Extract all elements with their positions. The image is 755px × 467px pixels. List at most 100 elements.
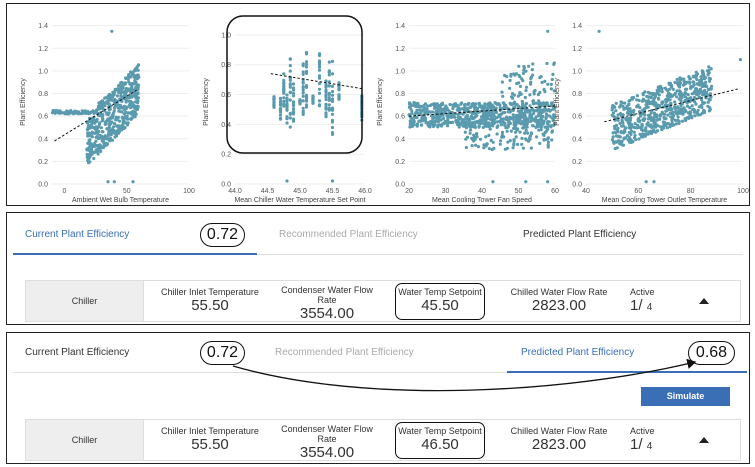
scatter-point <box>89 142 93 146</box>
scatter-point <box>678 94 683 98</box>
metric-label: Water Temp Setpoint <box>398 287 482 297</box>
scatter-point <box>508 115 512 120</box>
y-tick-label: 0.8 <box>572 91 582 98</box>
scatter-point <box>408 102 413 106</box>
collapse-caret-icon[interactable] <box>699 298 709 304</box>
y-tick-label: 0.6 <box>572 114 582 121</box>
scatter-points <box>597 29 743 184</box>
scatter-point <box>100 99 105 103</box>
scatter-point <box>490 121 494 125</box>
metric-chiller-inlet-temperature: Chiller Inlet Temperature 55.50 <box>154 426 266 453</box>
scatter-point <box>101 146 105 150</box>
scatter-point <box>131 82 135 86</box>
metric-water-temp-setpoint[interactable]: Water Temp Setpoint 46.50 <box>396 426 484 453</box>
scatter-point <box>642 117 646 121</box>
scatter-point <box>613 105 617 109</box>
scatter-point <box>546 29 550 33</box>
scatter-point <box>282 78 286 82</box>
tab-current-plant-efficiency[interactable]: Current Plant Efficiency <box>25 347 130 358</box>
scatter-point <box>103 104 107 108</box>
scatter-point <box>643 90 647 94</box>
scatter-point <box>124 90 128 95</box>
scatter-point <box>530 124 535 128</box>
scatter-point <box>665 126 670 130</box>
scatter-point <box>470 144 474 148</box>
scatter-point <box>691 84 695 88</box>
scatter-point <box>627 123 632 127</box>
scatter-point <box>304 69 309 73</box>
scatter-point <box>709 67 713 71</box>
scatter-point <box>612 115 616 119</box>
scatter-point <box>301 80 305 84</box>
metric-chiller-inlet-temperature: Chiller Inlet Temperature 55.50 <box>154 287 266 314</box>
scatter-point <box>681 83 686 87</box>
scatter-point <box>649 111 653 115</box>
x-tick-label: 0 <box>63 188 67 195</box>
scatter-point <box>330 93 335 97</box>
scatter-point <box>282 99 286 103</box>
scatter-point <box>520 110 524 114</box>
y-axis-label: Plant Efficiency <box>377 78 384 126</box>
scatter-point <box>432 106 437 110</box>
scatter-point <box>640 123 644 127</box>
scatter-point <box>514 135 518 139</box>
metric-water-temp-setpoint[interactable]: Water Temp Setpoint 45.50 <box>396 287 484 314</box>
scatter-point <box>86 125 90 130</box>
scatter-point <box>311 100 315 104</box>
scatter-point <box>491 180 495 184</box>
trend-line <box>408 105 556 117</box>
x-axis-label: Mean Cooling Tower Fan Speed <box>432 197 532 204</box>
scatter-point <box>480 105 484 110</box>
scatter-point <box>671 116 675 120</box>
scatter-point <box>317 64 322 68</box>
scatter-point <box>473 120 477 124</box>
scatter-charts-svg: 0.0 0.2 0.4 0.6 0.8 1.0 1.2 1.4 0 50 100 Ambient We… <box>20 15 749 204</box>
scatter-point <box>136 99 140 103</box>
tab-recommended-plant-efficiency[interactable]: Recommended Plant Efficiency <box>279 229 418 240</box>
scatter-point <box>703 88 707 93</box>
scatter-point <box>674 122 678 126</box>
scatter-point <box>687 116 691 120</box>
scatter-point <box>543 79 547 83</box>
tab-recommended-plant-efficiency[interactable]: Recommended Plant Efficiency <box>275 347 414 358</box>
scatter-point <box>477 125 481 129</box>
scatter-point <box>528 104 532 108</box>
scatter-point <box>304 103 309 107</box>
scatter-point <box>291 88 296 92</box>
scatter-point <box>694 74 699 78</box>
scatter-point <box>546 120 551 124</box>
scatter-point <box>134 85 138 89</box>
x-tick-label: 50 <box>515 188 523 195</box>
scatter-point <box>656 96 661 101</box>
scatter-point <box>50 111 55 115</box>
scatter-point <box>529 75 534 79</box>
scatter-point <box>410 124 414 128</box>
tab-predicted-plant-efficiency[interactable]: Predicted Plant Efficiency <box>523 229 637 240</box>
scatter-point <box>530 68 534 72</box>
scatter-point <box>330 125 335 130</box>
collapse-caret-icon[interactable] <box>699 437 709 443</box>
scatter-point <box>133 114 137 118</box>
scatter-point <box>108 117 112 121</box>
scatter-point <box>683 117 687 121</box>
scatter-point <box>624 117 628 121</box>
scatter-point <box>54 109 58 113</box>
tab-predicted-plant-efficiency[interactable]: Predicted Plant Efficiency <box>507 333 747 373</box>
simulate-button[interactable]: Simulate <box>641 387 730 406</box>
scatter-point <box>304 62 309 66</box>
scatter-point <box>518 84 523 88</box>
scatter-point <box>654 101 658 105</box>
scatter-point <box>707 97 711 101</box>
tab-current-plant-efficiency[interactable]: Current Plant Efficiency <box>13 215 257 255</box>
metric-condenser-water-flow-rate: Condenser Water Flow Rate 3554.00 <box>274 285 380 322</box>
scatter-point <box>688 106 692 110</box>
scatter-point <box>472 133 476 137</box>
scatter-point <box>301 72 305 76</box>
scatter-point <box>301 112 305 116</box>
scatter-point <box>107 107 111 111</box>
scatter-point <box>677 121 681 125</box>
scatter-point <box>282 104 286 108</box>
scatter-point <box>410 111 414 115</box>
scatter-point <box>330 72 335 76</box>
metric-label: Active <box>630 426 655 436</box>
